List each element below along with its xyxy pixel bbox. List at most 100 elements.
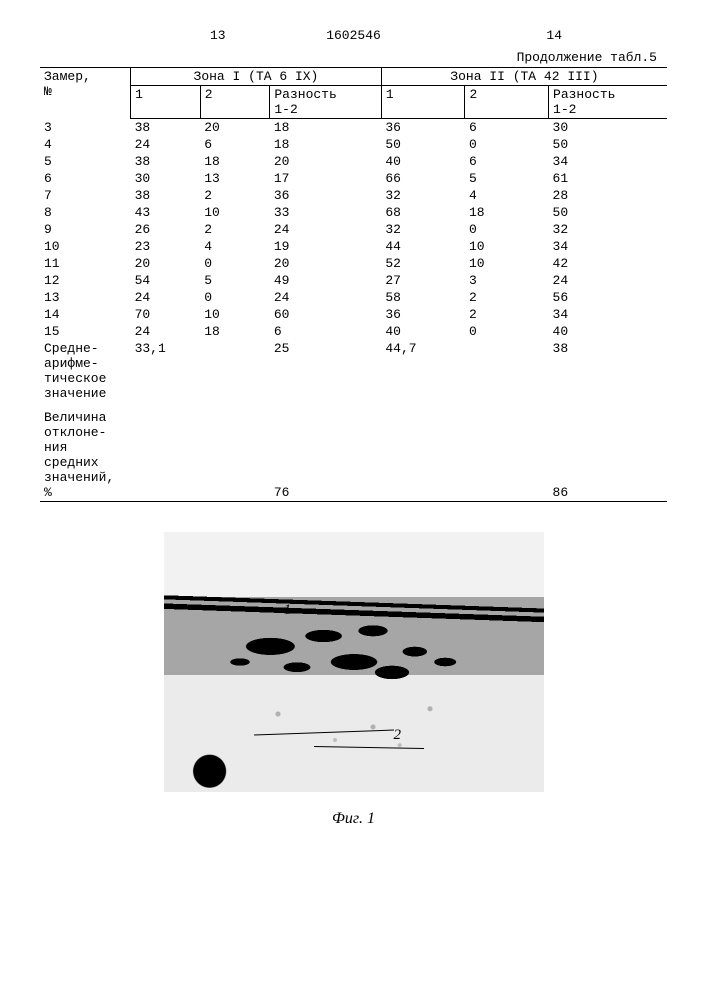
table-cell: 49 xyxy=(270,272,381,289)
table-cell: 52 xyxy=(381,255,465,272)
table-continuation-label: Продолжение табл.5 xyxy=(40,50,667,65)
deviation-row: Величина отклоне- ния средних значений, … xyxy=(40,402,667,502)
table-cell: 20 xyxy=(270,255,381,272)
table-row: 152418640040 xyxy=(40,323,667,340)
table-cell: 5 xyxy=(465,170,549,187)
table-cell: 20 xyxy=(270,153,381,170)
mean-label: Средне- арифме- тическое значение xyxy=(40,340,131,402)
table-cell: 34 xyxy=(549,153,667,170)
table-cell: 38 xyxy=(131,119,201,137)
table-cell: 50 xyxy=(549,204,667,221)
table-cell: 44 xyxy=(381,238,465,255)
table-cell: 6 xyxy=(40,170,131,187)
table-cell: 14 xyxy=(40,306,131,323)
table-cell: 18 xyxy=(200,323,270,340)
table-cell: 28 xyxy=(549,187,667,204)
table-head-row-1: Замер, № Зона I (ТА 6 IX) Зона II (ТА 42… xyxy=(40,68,667,86)
table-cell: 0 xyxy=(200,255,270,272)
table-cell: 54 xyxy=(131,272,201,289)
table-cell: 32 xyxy=(549,221,667,238)
mean-z1-1: 33,1 xyxy=(131,340,201,402)
table-row: 8431033681850 xyxy=(40,204,667,221)
table-cell: 18 xyxy=(270,119,381,137)
figure-1: 1 2 Фиг. 1 xyxy=(40,532,667,828)
col-measure: Замер, № xyxy=(40,68,131,119)
table-cell: 34 xyxy=(549,306,667,323)
table-cell: 50 xyxy=(381,136,465,153)
table-cell: 56 xyxy=(549,289,667,306)
table-cell: 0 xyxy=(465,221,549,238)
table-cell: 3 xyxy=(40,119,131,137)
table-cell: 36 xyxy=(381,306,465,323)
table-row: 42461850050 xyxy=(40,136,667,153)
table-cell: 0 xyxy=(200,289,270,306)
micrograph-image: 1 2 xyxy=(164,532,544,792)
deviation-z1: 76 xyxy=(270,402,381,502)
table-cell: 10 xyxy=(200,204,270,221)
col-z1-diff: Разность 1-2 xyxy=(270,86,381,119)
table-cell: 36 xyxy=(381,119,465,137)
table-cell: 33 xyxy=(270,204,381,221)
table-cell: 2 xyxy=(465,306,549,323)
table-cell: 19 xyxy=(270,238,381,255)
table-cell: 18 xyxy=(465,204,549,221)
table-cell: 6 xyxy=(200,136,270,153)
table-cell: 24 xyxy=(270,289,381,306)
table-cell: 10 xyxy=(40,238,131,255)
table-cell: 26 xyxy=(131,221,201,238)
table-row: 630131766561 xyxy=(40,170,667,187)
table-cell: 38 xyxy=(131,153,201,170)
table-body: 3382018366304246185005053818204063463013… xyxy=(40,119,667,341)
table-cell: 24 xyxy=(270,221,381,238)
table-cell: 5 xyxy=(40,153,131,170)
table-cell: 43 xyxy=(131,204,201,221)
data-table: Замер, № Зона I (ТА 6 IX) Зона II (ТА 42… xyxy=(40,67,667,502)
table-cell: 8 xyxy=(40,204,131,221)
table-cell: 23 xyxy=(131,238,201,255)
table-row: 125454927324 xyxy=(40,272,667,289)
table-cell: 40 xyxy=(381,153,465,170)
table-cell: 24 xyxy=(131,136,201,153)
table-cell: 6 xyxy=(465,153,549,170)
table-cell: 3 xyxy=(465,272,549,289)
table-cell: 13 xyxy=(40,289,131,306)
table-cell: 42 xyxy=(549,255,667,272)
mean-z2-diff: 38 xyxy=(549,340,667,402)
table-cell: 4 xyxy=(465,187,549,204)
table-cell: 70 xyxy=(131,306,201,323)
figure-caption: Фиг. 1 xyxy=(40,810,667,828)
table-cell: 30 xyxy=(131,170,201,187)
table-cell: 6 xyxy=(270,323,381,340)
deviation-z2: 86 xyxy=(549,402,667,502)
table-cell: 10 xyxy=(465,255,549,272)
col-z2-2: 2 xyxy=(465,86,549,119)
table-cell: 5 xyxy=(200,272,270,289)
table-cell: 4 xyxy=(200,238,270,255)
table-cell: 68 xyxy=(381,204,465,221)
table-cell: 7 xyxy=(40,187,131,204)
table-cell: 24 xyxy=(549,272,667,289)
table-cell: 2 xyxy=(200,221,270,238)
table-row: 1120020521042 xyxy=(40,255,667,272)
table-cell: 40 xyxy=(381,323,465,340)
document-number: 1602546 xyxy=(326,28,381,43)
table-cell: 0 xyxy=(465,136,549,153)
page-number-right: 14 xyxy=(546,28,562,43)
table-cell: 30 xyxy=(549,119,667,137)
col-z1-2: 2 xyxy=(200,86,270,119)
table-cell: 20 xyxy=(200,119,270,137)
table-cell: 20 xyxy=(131,255,201,272)
table-cell: 58 xyxy=(381,289,465,306)
page-header: 13 1602546 14 xyxy=(40,28,667,48)
table-cell: 24 xyxy=(131,289,201,306)
table-cell: 27 xyxy=(381,272,465,289)
figure-marker-1: 1 xyxy=(284,602,292,619)
table-cell: 10 xyxy=(465,238,549,255)
col-zone1: Зона I (ТА 6 IX) xyxy=(131,68,382,86)
table-cell: 34 xyxy=(549,238,667,255)
table-head-row-2: 1 2 Разность 1-2 1 2 Разность 1-2 xyxy=(40,86,667,119)
table-cell: 15 xyxy=(40,323,131,340)
table-cell: 9 xyxy=(40,221,131,238)
table-row: 73823632428 xyxy=(40,187,667,204)
table-cell: 2 xyxy=(200,187,270,204)
